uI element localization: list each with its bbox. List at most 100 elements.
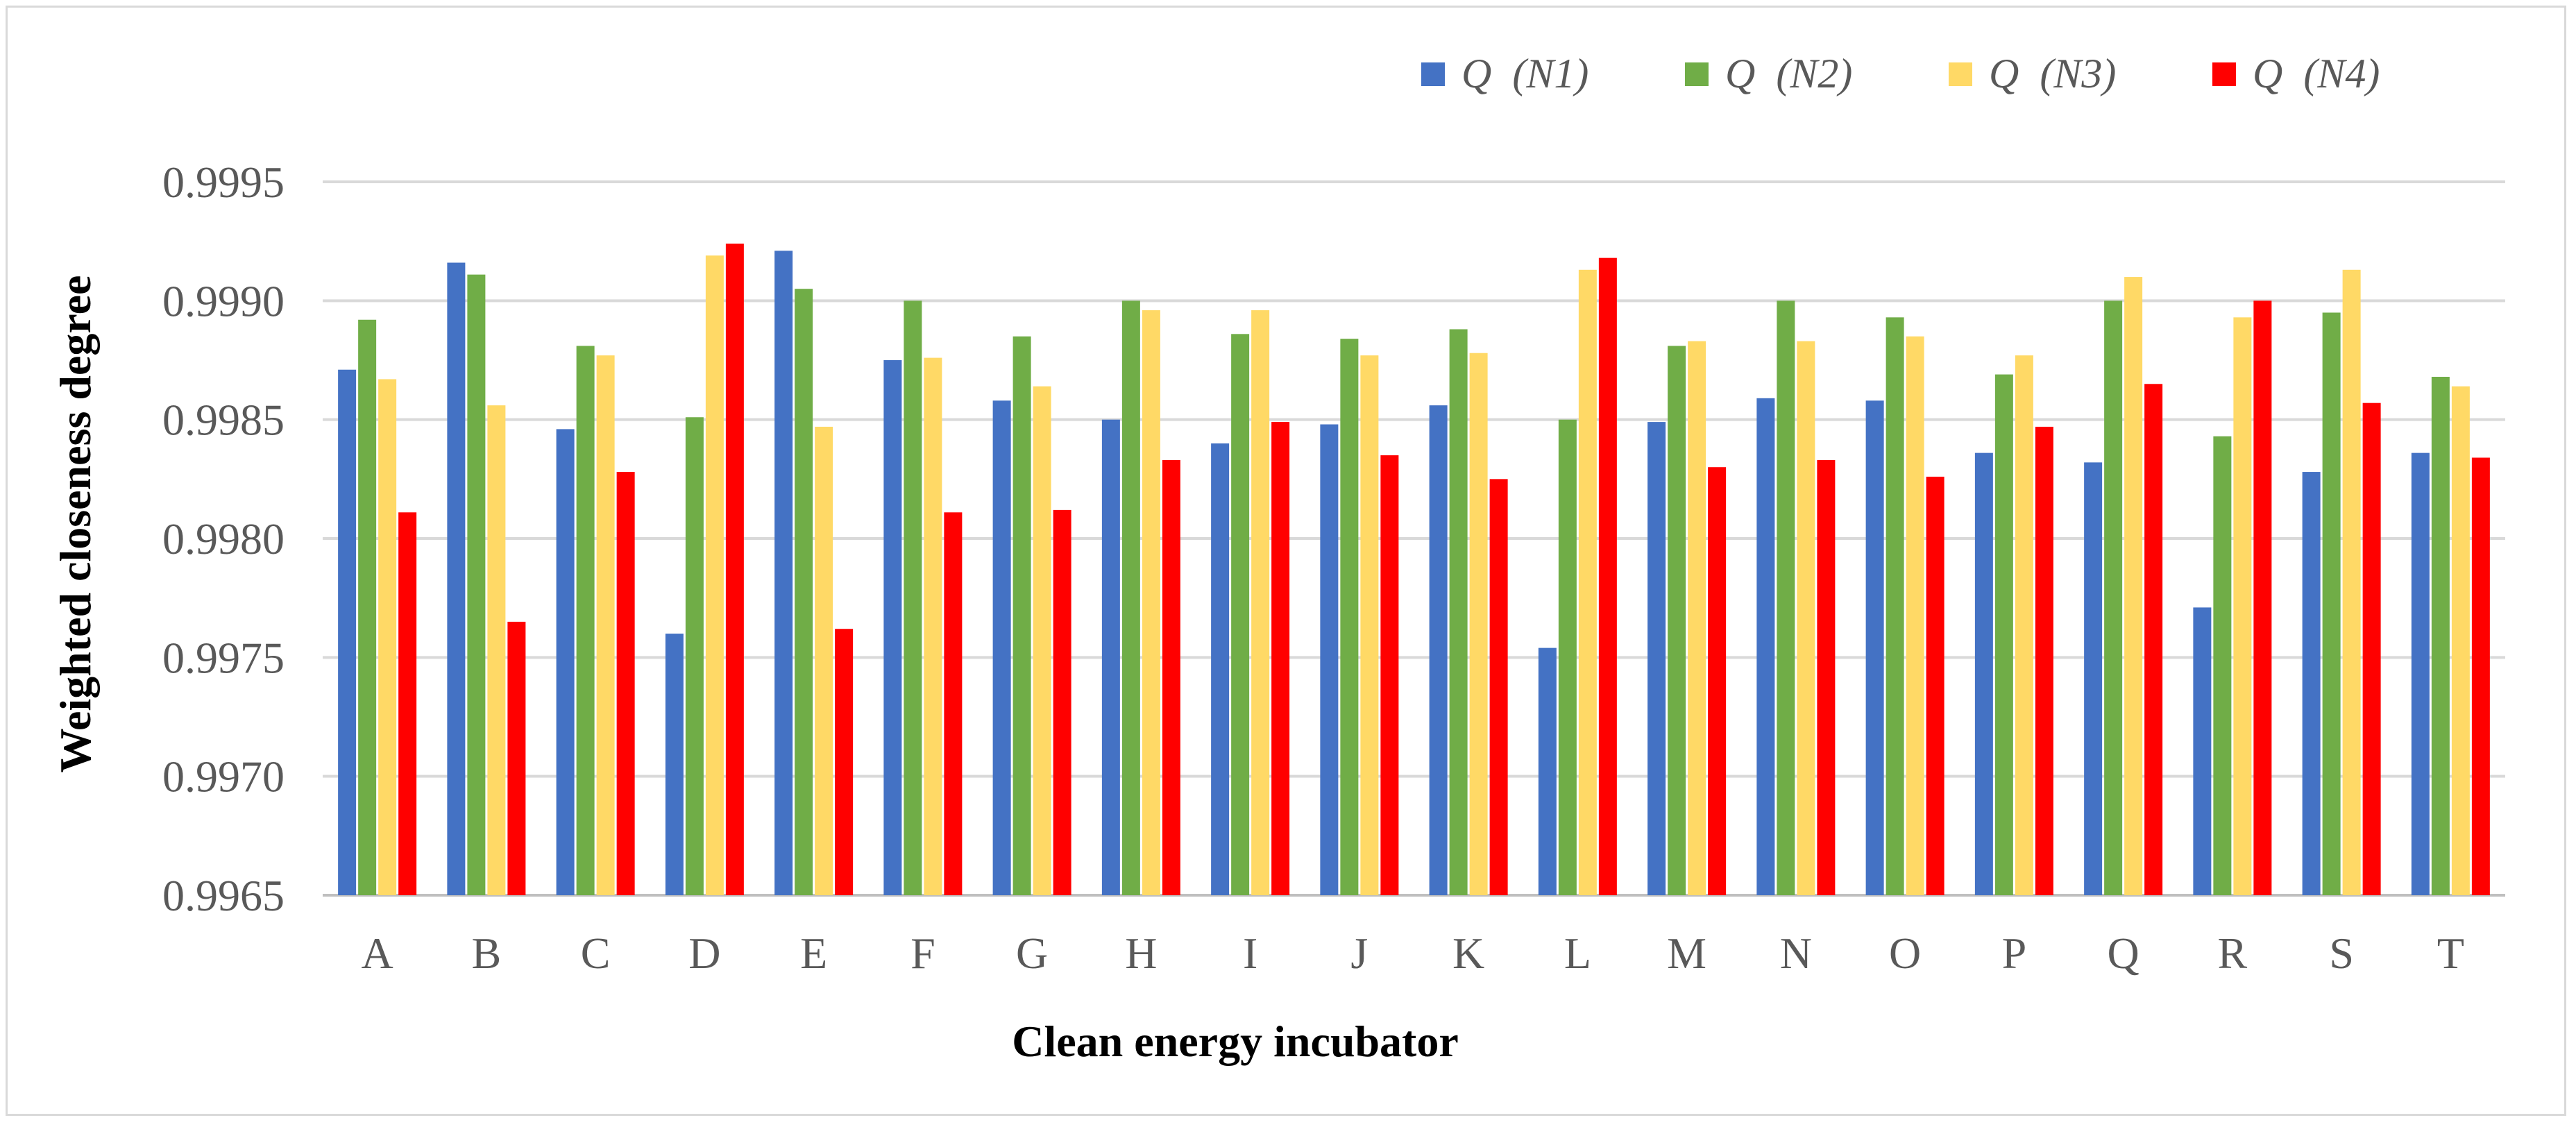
bar-C-series-4 bbox=[616, 472, 635, 895]
legend-label: Q (N1) bbox=[1461, 51, 1588, 96]
bar-D-series-1 bbox=[665, 634, 684, 895]
legend-swatch bbox=[1421, 62, 1445, 86]
y-tick-label: 0.9980 bbox=[162, 514, 285, 564]
bar-M-series-3 bbox=[1688, 341, 1706, 895]
bar-F-series-1 bbox=[883, 360, 902, 895]
bar-J-series-4 bbox=[1380, 455, 1399, 895]
legend-label: Q (N3) bbox=[1989, 51, 2116, 96]
x-tick-label: K bbox=[1452, 929, 1484, 978]
legend-label: Q (N2) bbox=[1725, 51, 1852, 96]
x-tick-label: E bbox=[800, 929, 827, 978]
bar-L-series-1 bbox=[1538, 647, 1557, 895]
x-tick-label: N bbox=[1780, 929, 1812, 978]
bar-Q-series-2 bbox=[2104, 300, 2123, 895]
bar-T-series-1 bbox=[2411, 452, 2430, 895]
bar-B-series-2 bbox=[467, 274, 486, 895]
bar-F-series-4 bbox=[944, 512, 963, 895]
bar-N-series-4 bbox=[1817, 459, 1836, 895]
y-tick-label: 0.9975 bbox=[162, 633, 285, 682]
bar-Q-series-4 bbox=[2144, 384, 2163, 895]
bar-L-series-2 bbox=[1558, 419, 1577, 895]
bar-H-series-2 bbox=[1121, 300, 1140, 895]
legend-item: Q (N4) bbox=[2212, 51, 2380, 96]
bar-A-series-1 bbox=[338, 369, 357, 895]
bar-M-series-2 bbox=[1668, 346, 1686, 895]
legend-swatch bbox=[1685, 62, 1709, 86]
x-tick-label: A bbox=[362, 929, 393, 978]
legend-item: Q (N2) bbox=[1685, 51, 1852, 96]
bar-C-series-3 bbox=[596, 355, 615, 895]
bar-O-series-2 bbox=[1886, 317, 1904, 895]
bar-T-series-4 bbox=[2471, 457, 2490, 895]
bar-R-series-4 bbox=[2253, 300, 2272, 895]
bar-I-series-2 bbox=[1231, 334, 1250, 896]
x-tick-label: T bbox=[2437, 929, 2464, 978]
bar-H-series-1 bbox=[1101, 419, 1120, 895]
bar-P-series-2 bbox=[1994, 374, 2013, 895]
bar-G-series-4 bbox=[1053, 509, 1071, 895]
bar-B-series-3 bbox=[487, 405, 506, 895]
bar-R-series-2 bbox=[2213, 436, 2232, 895]
bar-Q-series-3 bbox=[2124, 277, 2143, 896]
bar-E-series-1 bbox=[774, 251, 793, 896]
bar-I-series-3 bbox=[1251, 310, 1270, 895]
x-tick-label: S bbox=[2329, 929, 2354, 978]
bar-P-series-4 bbox=[2035, 426, 2053, 895]
y-tick-label: 0.9985 bbox=[162, 396, 285, 445]
legend: Q (N1) Q (N2) Q (N3) Q (N4) bbox=[1421, 51, 2380, 96]
x-axis-title: Clean energy incubator bbox=[1012, 1017, 1459, 1066]
bar-G-series-3 bbox=[1033, 386, 1051, 895]
bar-L-series-4 bbox=[1598, 257, 1617, 895]
bar-S-series-1 bbox=[2302, 472, 2321, 895]
bar-I-series-1 bbox=[1211, 443, 1230, 895]
bar-S-series-4 bbox=[2362, 402, 2381, 895]
x-tick-label: Q bbox=[2108, 929, 2139, 978]
bar-O-series-4 bbox=[1926, 476, 1944, 895]
y-axis-title: Weighted closeness degree bbox=[51, 276, 100, 773]
legend-swatch bbox=[1949, 62, 1972, 86]
bar-E-series-4 bbox=[835, 629, 854, 895]
x-tick-label: D bbox=[688, 929, 720, 978]
bar-M-series-1 bbox=[1647, 422, 1666, 895]
bar-E-series-2 bbox=[795, 289, 813, 895]
x-tick-label: F bbox=[910, 929, 935, 978]
bar-S-series-2 bbox=[2322, 312, 2341, 895]
bar-M-series-4 bbox=[1708, 467, 1727, 895]
x-tick-label: P bbox=[2002, 929, 2027, 978]
x-tick-label: H bbox=[1125, 929, 1157, 978]
legend-item: Q (N1) bbox=[1421, 51, 1588, 96]
bar-A-series-2 bbox=[358, 319, 377, 895]
bar-C-series-1 bbox=[556, 429, 575, 895]
bar-D-series-2 bbox=[685, 417, 704, 895]
bar-H-series-3 bbox=[1142, 310, 1160, 895]
bar-T-series-3 bbox=[2451, 386, 2470, 895]
x-tick-label: M bbox=[1667, 929, 1706, 978]
bar-K-series-3 bbox=[1469, 353, 1488, 896]
y-tick-label: 0.9970 bbox=[162, 752, 285, 802]
x-tick-label: G bbox=[1016, 929, 1048, 978]
bar-L-series-3 bbox=[1578, 269, 1597, 896]
bar-K-series-2 bbox=[1449, 329, 1468, 895]
x-tick-label: B bbox=[472, 929, 502, 978]
x-tick-label: C bbox=[581, 929, 611, 978]
bar-A-series-4 bbox=[398, 512, 417, 895]
bar-B-series-1 bbox=[447, 262, 466, 895]
bar-N-series-3 bbox=[1797, 341, 1815, 895]
bar-D-series-4 bbox=[725, 244, 744, 895]
x-tick-label: R bbox=[2218, 929, 2248, 978]
x-tick-label: J bbox=[1350, 929, 1368, 978]
bar-D-series-3 bbox=[705, 255, 724, 895]
legend-item: Q (N3) bbox=[1949, 51, 2116, 96]
bar-H-series-4 bbox=[1162, 459, 1180, 895]
x-tick-label: L bbox=[1564, 929, 1591, 978]
bar-P-series-1 bbox=[1974, 452, 1993, 895]
bar-P-series-3 bbox=[2015, 355, 2033, 895]
bar-J-series-2 bbox=[1340, 339, 1359, 895]
bar-A-series-3 bbox=[378, 379, 397, 895]
bar-C-series-2 bbox=[576, 346, 595, 895]
bar-R-series-1 bbox=[2193, 607, 2212, 895]
bar-F-series-3 bbox=[924, 357, 942, 895]
y-axis-ticks: 0.9965 0.9970 0.9975 0.9980 0.9985 0.9990 0.99… bbox=[162, 158, 285, 920]
x-tick-label: I bbox=[1243, 929, 1257, 978]
